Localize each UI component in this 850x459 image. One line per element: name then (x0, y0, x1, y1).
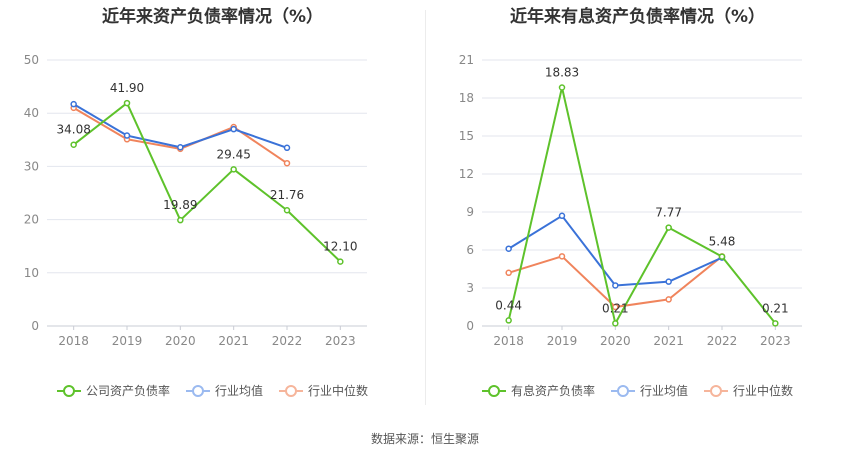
data-point-industry-avg (612, 282, 619, 289)
data-point-company (558, 84, 566, 91)
legend-marker-industry-avg (185, 384, 210, 397)
y-tick-label: 9 (466, 205, 474, 219)
legend-item-industry-median[interactable]: 行业中位数 (279, 382, 368, 399)
data-point-industry-avg (665, 278, 672, 285)
legend-label: 公司资产负债率 (85, 384, 170, 398)
data-point-industry-avg (283, 144, 291, 152)
data-label: 0.21 (602, 301, 629, 315)
y-tick-label: 12 (459, 167, 474, 181)
data-point-industry-median (283, 159, 291, 167)
series-line-company (507, 86, 777, 325)
chart-panel-asset-liability: 近年来资产负债率情况（%） 0 10 20 30 40 50 2018 2019 2020 202… (0, 0, 425, 410)
legend-item-industry-avg[interactable]: 行业均值 (185, 382, 263, 399)
y-tick-label: 3 (466, 281, 474, 295)
y-tick-label: 0 (31, 319, 39, 333)
y-tick-label: 40 (24, 106, 39, 120)
data-point-company (337, 258, 344, 265)
data-label: 0.44 (495, 298, 522, 312)
x-tick-label: 2018 (58, 334, 89, 348)
chart-legend: 公司资产负债率 行业均值 行业中位数 (0, 382, 425, 399)
data-label: 0.21 (762, 301, 789, 315)
series-line-company (73, 102, 342, 263)
data-point-company (718, 253, 726, 260)
data-label: 7.77 (655, 206, 682, 220)
x-tick-label: 2020 (165, 334, 196, 348)
legend-item-industry-median[interactable]: 行业中位数 (704, 382, 793, 399)
x-tick-label: 2019 (547, 334, 578, 348)
legend-item-company[interactable]: 公司资产负债率 (56, 382, 170, 399)
data-point-industry-median (665, 296, 672, 303)
series-line-industry-median (73, 107, 288, 165)
data-point-company (123, 99, 131, 107)
data-point-industry-avg (230, 125, 237, 133)
data-label: 41.90 (110, 81, 144, 95)
data-source-note: 数据来源：恒生聚源 (370, 432, 479, 446)
line-chart-asset-liability: 0 10 20 30 40 50 2018 2019 2020 2021 2022 2023 34.08… (24, 53, 367, 348)
y-tick-label: 21 (459, 53, 474, 67)
y-tick-label: 30 (24, 159, 39, 173)
x-tick-label: 2023 (760, 334, 791, 348)
data-label: 21.76 (270, 188, 304, 202)
legend-marker-industry-avg (610, 384, 635, 397)
legend-label: 行业均值 (639, 384, 688, 398)
data-point-company (177, 216, 184, 224)
data-point-company (70, 141, 77, 148)
x-tick-label: 2021 (653, 334, 684, 348)
data-point-industry-avg (123, 132, 131, 139)
panel-divider (425, 10, 426, 405)
x-tick-label: 2022 (707, 334, 738, 348)
data-label: 12.10 (323, 240, 357, 254)
y-tick-label: 18 (459, 91, 474, 105)
data-label: 34.08 (56, 123, 90, 137)
y-tick-label: 10 (24, 266, 39, 280)
data-point-industry-median (505, 269, 512, 277)
data-point-industry-avg (505, 245, 512, 252)
x-tick-label: 2018 (493, 334, 524, 348)
data-point-industry-median (558, 253, 566, 260)
legend-label: 行业均值 (214, 384, 263, 398)
y-tick-label: 50 (24, 53, 39, 67)
data-point-industry-median (612, 303, 619, 311)
data-point-company (283, 206, 291, 214)
series-line-industry-median (508, 255, 723, 308)
data-point-company (612, 320, 619, 327)
x-tick-label: 2021 (218, 334, 249, 348)
data-label: 18.83 (545, 65, 579, 79)
chart-panel-interest-bearing: 近年来有息资产负债率情况（%） 0 3 6 9 12 15 18 21 2018 2019 2020… (425, 0, 850, 410)
data-point-company (505, 317, 512, 324)
legend-label: 行业中位数 (308, 384, 369, 398)
x-tick-label: 2019 (112, 334, 143, 348)
data-point-industry-avg (177, 143, 184, 151)
chart-title: 近年来资产负债率情况（%） (101, 7, 324, 27)
line-chart-interest-bearing: 0 3 6 9 12 15 18 21 2018 2019 2020 2021 2022 2023 0.44… (459, 53, 802, 348)
legend-marker-company (481, 384, 506, 397)
chart-legend: 有息资产负债率 行业均值 行业中位数 (425, 382, 850, 399)
data-point-industry-avg (558, 212, 566, 220)
x-tick-label: 2022 (272, 334, 303, 348)
data-point-industry-avg (70, 100, 77, 108)
legend-label: 有息资产负债率 (510, 384, 595, 398)
legend-marker-industry-median (279, 384, 303, 397)
data-point-company (665, 224, 672, 231)
y-tick-label: 15 (459, 129, 474, 143)
legend-marker-company (56, 384, 81, 397)
data-label: 29.45 (216, 147, 250, 161)
legend-marker-industry-median (704, 384, 728, 397)
legend-label: 行业中位数 (733, 384, 794, 398)
data-label: 5.48 (709, 235, 736, 249)
y-tick-label: 0 (466, 319, 474, 333)
y-tick-label: 6 (466, 243, 474, 257)
chart-title: 近年来有息资产负债率情况（%） (509, 7, 766, 27)
legend-item-industry-avg[interactable]: 行业均值 (610, 382, 688, 399)
x-tick-label: 2020 (600, 334, 631, 348)
y-tick-label: 20 (24, 213, 39, 227)
x-tick-label: 2023 (325, 334, 356, 348)
data-point-company (230, 166, 237, 173)
data-point-company (772, 320, 779, 327)
legend-item-company[interactable]: 有息资产负债率 (481, 382, 595, 399)
series-line-industry-avg (508, 214, 723, 287)
data-label: 19.89 (163, 198, 197, 212)
